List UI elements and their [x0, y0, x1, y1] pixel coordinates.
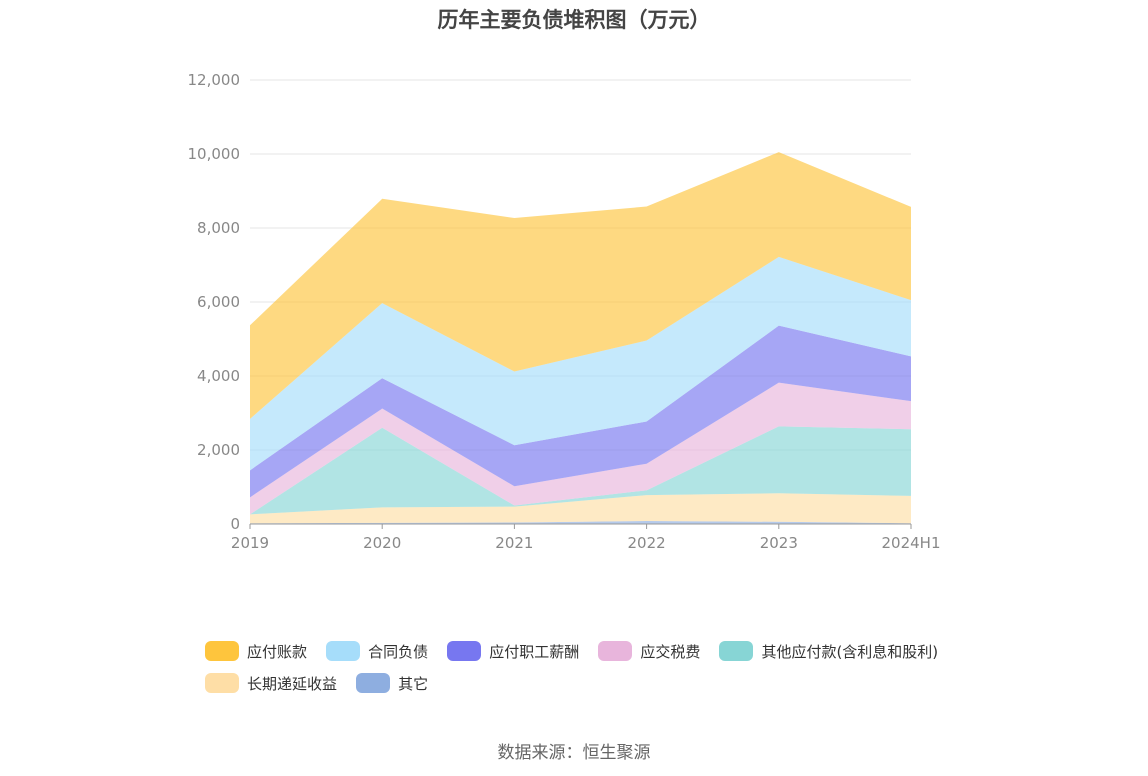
area-series: [250, 426, 911, 515]
legend-label: 应付职工薪酬: [489, 642, 580, 661]
area-series: [250, 521, 911, 524]
y-tick-label: 12,000: [188, 71, 241, 89]
area-series: [250, 493, 911, 524]
legend-item-taxes-payable[interactable]: 应交税费: [598, 638, 700, 664]
legend-label: 应付账款: [247, 642, 308, 661]
legend-swatch: [719, 641, 754, 661]
legend-item-accounts-payable[interactable]: 应付账款: [205, 638, 307, 664]
legend-swatch: [598, 641, 633, 661]
legend-label: 长期递延收益: [247, 674, 338, 693]
y-tick-label: 6,000: [197, 293, 240, 311]
y-axis-ticks: 0 2,000 4,000 6,000 8,000 10,000 12,000: [188, 71, 241, 533]
legend-swatch: [205, 641, 239, 661]
x-axis: [249, 523, 912, 529]
y-tick-label: 0: [230, 515, 240, 533]
x-tick-label: 2024H1: [882, 534, 941, 552]
area-series: [250, 152, 911, 524]
area-series: [250, 382, 911, 515]
legend-item-other[interactable]: 其它: [356, 670, 428, 696]
y-tick-label: 8,000: [197, 219, 240, 237]
y-tick-label: 10,000: [188, 145, 241, 163]
area-series: [250, 256, 911, 471]
legend-swatch: [205, 673, 239, 693]
legend-swatch: [356, 673, 391, 693]
x-tick-label: 2021: [495, 534, 533, 552]
legend-label: 合同负债: [368, 642, 429, 661]
legend-swatch: [447, 641, 482, 661]
legend-swatch: [326, 641, 361, 661]
y-tick-label: 2,000: [197, 441, 240, 459]
x-axis-ticks: 2019 2020 2021 2022 2023 2024H1: [231, 534, 941, 552]
legend: 应付账款 合同负债 应付职工薪酬 应交税费 其他应付款(含利息和股利) 长期递延…: [205, 638, 965, 702]
area-series: [250, 325, 911, 498]
legend-item-contract-liabilities[interactable]: 合同负债: [326, 638, 428, 664]
legend-label: 其它: [398, 674, 429, 693]
chart-title: 历年主要负债堆积图（万元）: [437, 8, 711, 32]
x-tick-label: 2022: [628, 534, 666, 552]
x-tick-label: 2020: [363, 534, 401, 552]
area-series: [250, 152, 911, 419]
data-source: 数据来源：恒生聚源: [497, 743, 651, 763]
legend-label: 其他应付款(含利息和股利): [761, 642, 939, 661]
x-tick-label: 2019: [231, 534, 269, 552]
legend-item-employee-pay[interactable]: 应付职工薪酬: [447, 638, 579, 664]
y-tick-label: 4,000: [197, 367, 240, 385]
legend-label: 应交税费: [640, 642, 701, 661]
x-tick-label: 2023: [760, 534, 798, 552]
legend-item-deferred-income[interactable]: 长期递延收益: [205, 670, 337, 696]
legend-item-other-payables[interactable]: 其他应付款(含利息和股利): [719, 638, 938, 664]
